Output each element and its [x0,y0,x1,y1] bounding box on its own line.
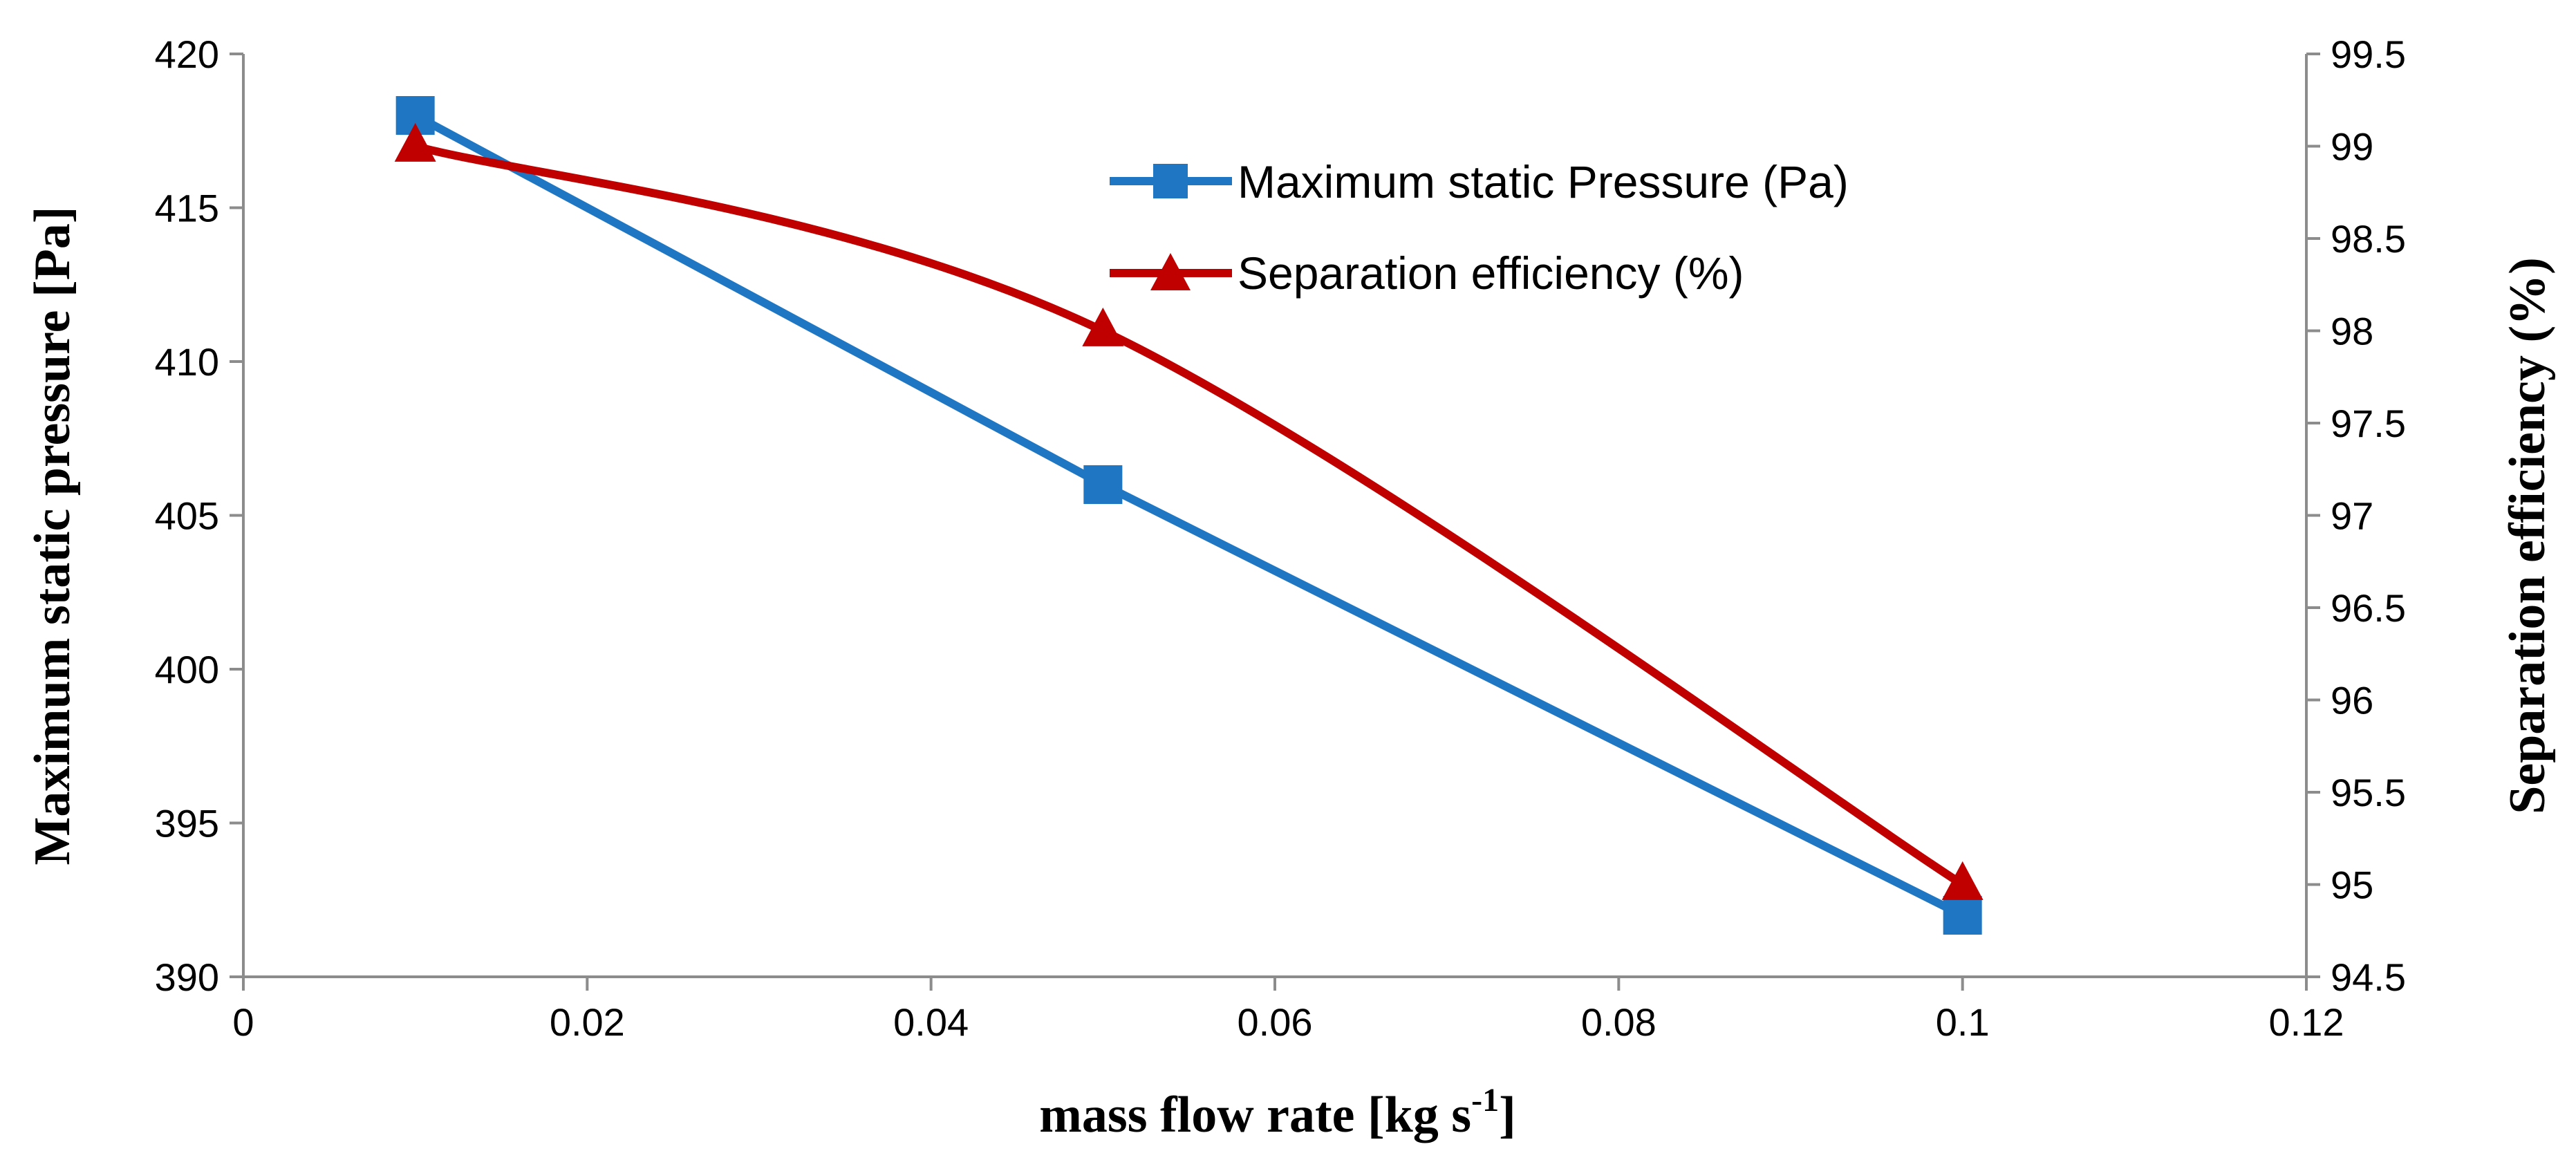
left-y-tick-label: 405 [155,494,219,538]
x-tick-label: 0.04 [893,1000,969,1044]
right-y-tick-label: 97 [2331,494,2373,538]
left-y-tick-label: 410 [155,340,219,384]
right-y-tick-label: 98 [2331,310,2373,353]
right-y-tick-label: 94.5 [2331,955,2406,999]
x-tick-label: 0.08 [1581,1000,1656,1044]
x-tick-label: 0.02 [550,1000,625,1044]
right-y-tick-label: 96.5 [2331,586,2406,630]
x-axis-title: mass flow rate [kg s-1] [1039,1082,1515,1143]
x-tick-label: 0.06 [1238,1000,1313,1044]
series-line-efficiency [414,142,1965,888]
data-point-efficiency [1082,307,1124,346]
x-tick-label: 0.1 [1936,1000,1990,1044]
x-axis-title-end: ] [1499,1087,1516,1143]
right-y-tick-label: 98.5 [2331,217,2406,261]
data-point-pressure [1943,896,1982,935]
data-point-efficiency [1941,861,1984,900]
legend-efficiency-label: Separation efficiency (%) [1238,247,1744,299]
right-y-tick-label: 96 [2331,679,2373,722]
x-axis-title-main: mass flow rate [kg s [1039,1087,1471,1143]
legend-efficiency-marker [1150,253,1191,290]
markers [394,96,1984,935]
left-y-axis-title: Maximum static pressure [Pa] [24,207,81,866]
x-tick-label: 0.12 [2269,1000,2344,1044]
left-y-tick-label: 395 [155,802,219,845]
data-point-efficiency [394,122,436,162]
series-line-pressure [413,111,1965,919]
right-y-tick-label: 99.5 [2331,32,2406,76]
right-y-tick-label: 97.5 [2331,402,2406,445]
legend-pressure-label: Maximum static Pressure (Pa) [1238,156,1849,207]
right-y-tick-label: 95 [2331,863,2373,907]
x-tick-label: 0 [232,1000,254,1044]
tick-labels: 0 0.02 0.04 0.06 0.08 0.1 0.12 390 395 400 405 410 4… [155,32,2406,1044]
legend-pressure-marker [1153,164,1188,198]
left-y-tick-label: 390 [155,955,219,999]
series-lines [413,111,1965,919]
right-y-tick-label: 95.5 [2331,771,2406,814]
axes [230,53,2320,991]
right-y-axis-title: Separation efficiency (%) [2499,257,2556,814]
legend: Maximum static Pressure (Pa) Separation … [1110,156,1849,299]
x-axis-title-superscript: -1 [1471,1082,1499,1119]
left-y-tick-label: 400 [155,648,219,691]
left-y-tick-label: 415 [155,187,219,230]
data-point-pressure [1083,465,1123,504]
right-y-tick-label: 99 [2331,125,2373,169]
left-y-tick-label: 420 [155,32,219,76]
